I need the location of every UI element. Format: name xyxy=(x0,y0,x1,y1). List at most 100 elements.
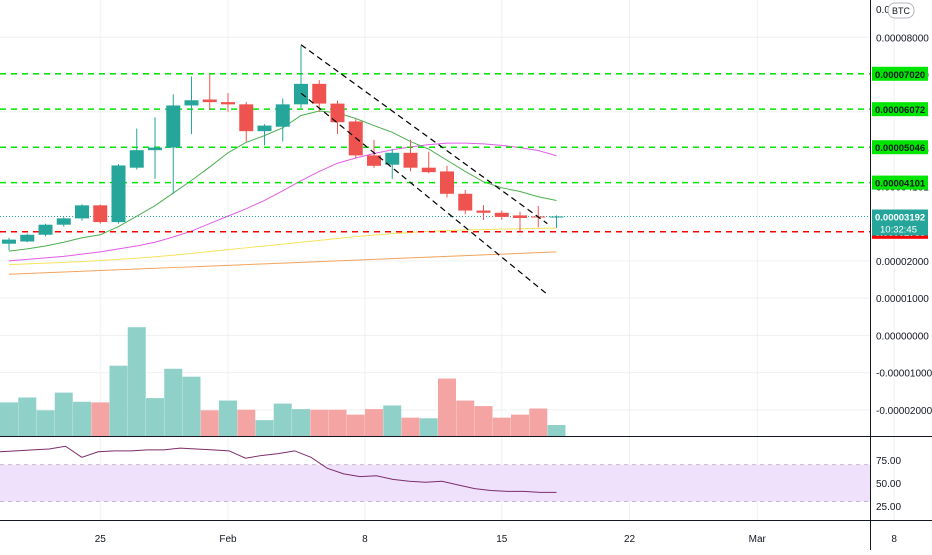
volume-bar xyxy=(200,410,219,436)
x-tick-label: 22 xyxy=(624,534,636,545)
candle-body xyxy=(129,150,144,168)
current-price-label: 0.00003192 xyxy=(875,213,925,224)
level-label-box xyxy=(872,66,928,81)
rsi-tick-label: 75.00 xyxy=(876,456,901,467)
countdown-label: 10:32:45 xyxy=(880,225,917,236)
candle-body xyxy=(494,212,509,217)
level-label: 0.00007020 xyxy=(875,70,925,81)
candle-body xyxy=(239,104,254,132)
volume-bar xyxy=(54,392,73,436)
candle-body xyxy=(330,103,345,123)
candle-body xyxy=(257,125,272,132)
volume-bar xyxy=(328,409,347,436)
candle-body xyxy=(385,152,400,165)
candle-body xyxy=(275,104,290,127)
candle-body xyxy=(440,171,454,194)
volume-bar xyxy=(310,409,329,436)
rsi-tick-label: 50.00 xyxy=(876,479,901,490)
volume-bar xyxy=(419,418,438,436)
candle-body xyxy=(38,224,53,235)
volume-bar xyxy=(164,368,183,436)
candle-body xyxy=(294,83,308,105)
x-tick-label: Mar xyxy=(749,534,767,545)
rsi-line xyxy=(0,445,557,493)
ma-orange-line xyxy=(8,251,557,275)
volume-bar xyxy=(456,400,475,436)
price-tick-label: -0.00001000 xyxy=(876,369,932,380)
candle-body xyxy=(367,155,381,166)
current-price-box xyxy=(872,209,928,236)
volume-bar xyxy=(401,417,420,436)
candle-body xyxy=(2,239,16,244)
candle-body xyxy=(166,105,181,148)
volume-bar xyxy=(219,400,237,436)
x-tick-label: Feb xyxy=(219,534,237,545)
price-tick-label: 0.00002000 xyxy=(876,257,929,268)
volume-bar xyxy=(127,327,146,436)
volume-bar xyxy=(438,378,456,436)
volume-bar xyxy=(0,402,18,436)
candle-body xyxy=(202,99,217,103)
currency-badge-label: BTC xyxy=(892,6,911,16)
candle-body xyxy=(549,216,564,218)
volume-bar xyxy=(474,406,493,436)
volume-bar xyxy=(36,410,55,436)
price-tick-label-top: 0.0 xyxy=(876,5,890,16)
volume-bar xyxy=(73,401,91,436)
candle-body xyxy=(93,205,108,223)
candle-body xyxy=(111,165,126,223)
level-label-box xyxy=(872,140,928,155)
channel-trendline xyxy=(300,44,548,225)
volume-bar xyxy=(547,425,566,436)
price-tick-label: -0.00002000 xyxy=(876,406,932,417)
ma-yellow-line xyxy=(8,227,557,266)
candle-body xyxy=(421,167,436,173)
x-tick-label: 25 xyxy=(95,534,107,545)
volume-bar xyxy=(237,409,256,436)
volume-bar xyxy=(492,417,511,436)
price-tick-label: 0.00000000 xyxy=(876,331,929,342)
x-tick-label: 8 xyxy=(362,534,368,545)
volume-bar xyxy=(365,409,383,436)
level-label: 0.00005046 xyxy=(875,143,925,154)
volume-bar xyxy=(346,414,365,436)
candle-body xyxy=(56,218,71,225)
price-tick-label: 0.00001000 xyxy=(876,294,929,305)
level-label-box xyxy=(872,175,928,190)
candle-body xyxy=(312,83,327,104)
channel-trendline xyxy=(300,92,548,295)
candle-body xyxy=(221,102,235,105)
level-label: 0.00006072 xyxy=(875,105,925,116)
candle-body xyxy=(184,100,199,106)
volume-bar xyxy=(529,408,548,436)
x-tick-label: 15 xyxy=(496,534,508,545)
rsi-band xyxy=(0,464,870,502)
currency-badge xyxy=(887,2,915,19)
level-label: 0.00004101 xyxy=(875,179,926,190)
volume-bar xyxy=(109,365,128,436)
volume-bar xyxy=(383,405,402,436)
x-tick-label: 8 xyxy=(891,534,897,545)
level-label-box xyxy=(872,102,928,117)
candle-body xyxy=(476,210,491,213)
candle-body xyxy=(403,152,418,168)
volume-bar xyxy=(146,398,164,436)
candle-body xyxy=(20,234,35,242)
volume-bar xyxy=(91,402,110,436)
price-tick-label: 0.00008000 xyxy=(876,33,929,44)
ma-pink-line xyxy=(8,142,557,262)
rsi-tick-label: 25.00 xyxy=(876,502,901,513)
volume-bar xyxy=(255,420,274,436)
candle-body xyxy=(148,147,162,151)
volume-bar xyxy=(182,376,201,436)
volume-bar xyxy=(292,409,310,436)
candle-body xyxy=(513,215,527,218)
volume-bar xyxy=(18,397,37,436)
volume-bar xyxy=(511,414,529,436)
candle-body xyxy=(75,205,89,219)
candle-body xyxy=(458,193,473,211)
volume-bar xyxy=(273,403,292,436)
